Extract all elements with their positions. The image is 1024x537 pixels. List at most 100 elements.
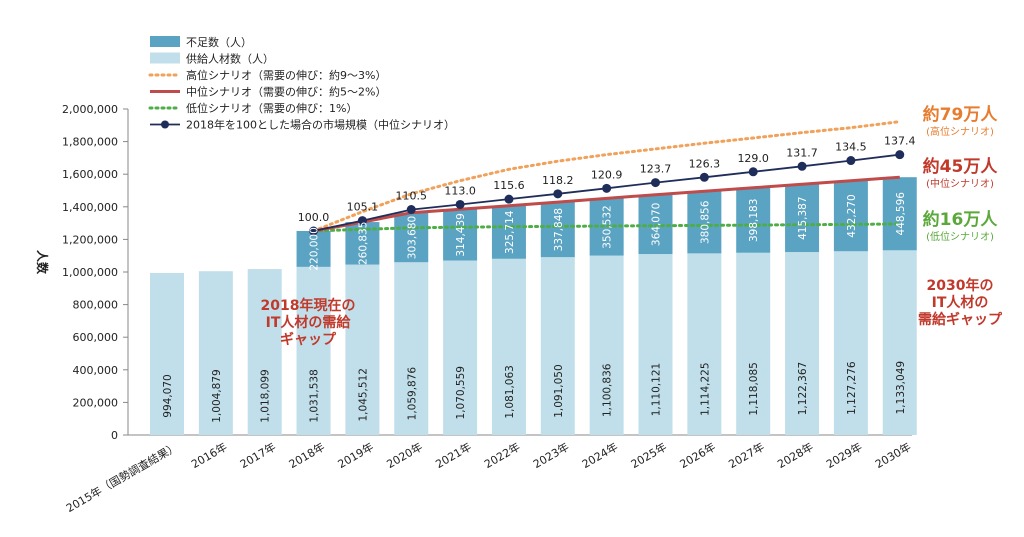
x-tick-label: 2016年 (189, 439, 230, 471)
shortage-value-label: 220,000 (309, 227, 321, 270)
x-tick-label: 2029年 (824, 439, 865, 471)
market-index-point (455, 199, 465, 209)
supply-bar (443, 260, 478, 435)
market-index-label: 123.7 (640, 163, 672, 176)
shortage-bar (443, 209, 478, 261)
gap-2018-note: ギャップ (280, 331, 337, 348)
legend-label: 高位シナリオ（需要の伸び：約9～3%） (186, 68, 386, 82)
supply-value-label: 1,122,367 (797, 362, 809, 415)
x-tick-label: 2030年 (872, 439, 913, 471)
shortage-value-label: 432,270 (846, 194, 858, 237)
shortage-value-label: 303,680 (406, 216, 418, 259)
supply-bar (736, 252, 771, 435)
supply-bar (687, 253, 722, 435)
supply-value-label: 1,045,512 (357, 368, 369, 421)
supply-value-label: 1,059,876 (406, 367, 418, 421)
supply-value-label: 1,133,049 (895, 361, 907, 414)
supply-value-label: 1,114,225 (699, 362, 711, 415)
gap-2030-note: IT人材の (932, 294, 989, 311)
y-tick-label: 1,200,000 (62, 233, 118, 246)
legend-swatch (150, 52, 180, 64)
legend-label: 供給人材数（人） (186, 52, 274, 66)
shortage-bar (491, 205, 526, 259)
x-tick-label: 2022年 (482, 439, 523, 471)
y-tick-label: 0 (111, 429, 118, 442)
mid-gap-value: 約45万人 (923, 156, 999, 177)
supply-value-label: 1,081,063 (504, 365, 516, 418)
market-index-label: 113.0 (444, 184, 476, 197)
y-axis-title: 人数 (35, 250, 50, 275)
low-gap-caption: (低位シナリオ) (926, 230, 994, 243)
mid-gap-caption: (中位シナリオ) (926, 177, 994, 190)
x-tick-label: 2026年 (677, 439, 718, 471)
x-tick-label: 2028年 (775, 439, 816, 471)
supply-bar (882, 250, 917, 435)
market-index-point (406, 205, 416, 215)
y-tick-label: 200,000 (73, 396, 119, 409)
y-tick-label: 1,600,000 (62, 168, 118, 181)
market-index-label: 105.1 (347, 201, 379, 214)
annotations: 約79万人(高位シナリオ) 約45万人(中位シナリオ) 約16万人(低位シナリオ) 2… (261, 104, 1003, 348)
supply-value-label: 1,018,099 (260, 369, 272, 422)
supply-bar (785, 252, 820, 435)
market-index-point (797, 161, 807, 171)
y-tick-label: 400,000 (73, 364, 119, 377)
supply-value-label: 1,070,559 (455, 366, 467, 419)
market-index-point (309, 226, 319, 236)
supply-value-label: 1,004,879 (211, 369, 223, 422)
x-tick-label: 2020年 (384, 439, 425, 471)
supply-bar (589, 255, 624, 435)
supply-bar (394, 262, 429, 435)
y-tick-label: 800,000 (73, 299, 119, 312)
shortage-bar (736, 187, 771, 253)
scenario-lines: 100.0 105.1 110.5 113.0 115.6 118.2 120.9 123.7… (298, 120, 916, 236)
market-index-label: 129.0 (737, 152, 769, 165)
market-index-label: 110.5 (396, 190, 428, 203)
market-index-point (357, 216, 367, 226)
y-tick-label: 1,800,000 (62, 136, 118, 149)
market-index-point (602, 183, 612, 193)
shortage-value-label: 314,439 (455, 213, 467, 256)
x-tick-label: 2017年 (237, 439, 278, 471)
shortage-value-label: 398,183 (748, 199, 760, 242)
legend: 不足数（人） 供給人材数（人） 高位シナリオ（需要の伸び：約9～3%） 中位シナリオ（… (148, 36, 455, 132)
gap-2030-note: 2030年の (927, 277, 994, 294)
supply-value-label: 1,110,121 (651, 363, 663, 416)
shortage-bar (687, 191, 722, 254)
supply-value-label: 1,127,276 (846, 361, 858, 415)
supply-bar (150, 272, 184, 435)
x-tick-label: 2023年 (531, 439, 572, 471)
supply-bar (833, 251, 868, 435)
gap-2030-note: 需給ギャップ (918, 311, 1003, 328)
market-index-point (504, 194, 514, 204)
market-index-label: 126.3 (689, 157, 721, 170)
x-tick-label: 2019年 (335, 439, 376, 471)
legend-marker (161, 120, 169, 129)
x-axis-labels: 2015年（国勢調査結果） 2016年 2017年 2018年 2019年 2020年 20… (64, 439, 914, 515)
market-index-label: 120.9 (591, 168, 623, 181)
supply-bar (198, 271, 233, 435)
y-axis: 0 200,000 400,000 600,000 800,000 1,000,000 1,… (62, 103, 912, 442)
high-gap-caption: (高位シナリオ) (926, 125, 994, 138)
x-tick-label: 2021年 (433, 439, 474, 471)
market-index-label: 100.0 (298, 211, 330, 224)
shortage-value-label: 337,848 (553, 208, 565, 251)
market-index-label: 137.4 (884, 135, 916, 148)
supply-bar (491, 258, 526, 435)
shortage-bar (296, 230, 331, 267)
supply-value-label: 1,031,538 (309, 369, 321, 422)
supply-value-label: 1,100,836 (602, 363, 614, 417)
shortage-value-label: 260,835 (357, 222, 369, 265)
shortage-value-label: 415,387 (797, 196, 809, 239)
market-index-point (748, 167, 758, 177)
x-tick-label: 2018年 (286, 439, 327, 471)
market-index-label: 134.5 (835, 141, 867, 154)
shortage-value-label: 350,532 (602, 205, 614, 248)
shortage-value-label: 364,070 (651, 203, 663, 246)
x-tick-label: 2027年 (726, 439, 767, 471)
legend-swatch (150, 36, 180, 47)
gap-2018-note: 2018年現在の (261, 297, 356, 314)
shortage-bar (394, 212, 429, 263)
high-gap-value: 約79万人 (923, 104, 999, 125)
x-tick-label: 2015年（国勢調査結果） (64, 439, 181, 515)
